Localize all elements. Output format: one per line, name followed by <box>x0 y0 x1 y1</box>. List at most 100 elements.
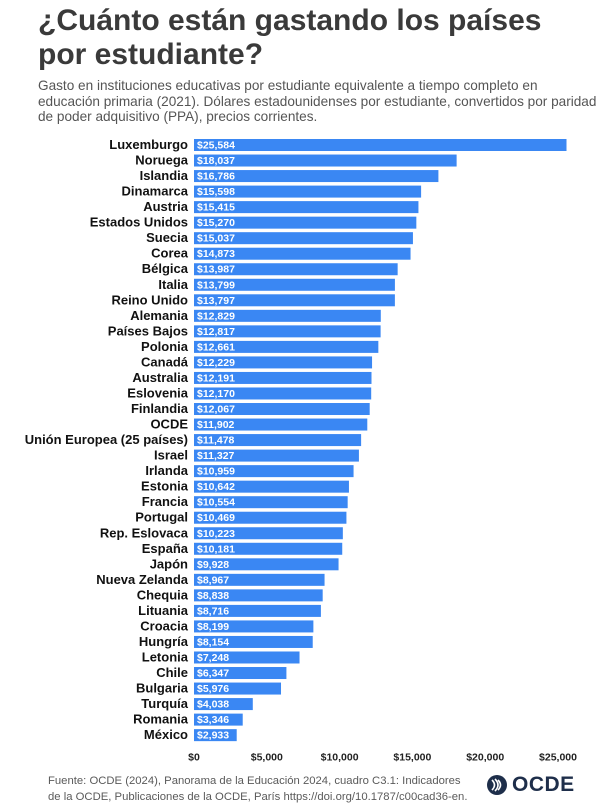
category-label: Romania <box>133 712 189 727</box>
bar <box>194 511 347 524</box>
value-label: $9,928 <box>197 559 229 571</box>
bar <box>194 371 372 384</box>
value-label: $3,346 <box>197 714 229 726</box>
bar <box>194 682 282 695</box>
bar <box>194 232 413 245</box>
bar-chart: Luxemburgo $25,584 Noruega $18,037 Islandia $… <box>25 137 577 764</box>
bar <box>194 573 325 586</box>
value-label: $13,799 <box>197 279 235 291</box>
value-label: $5,976 <box>197 683 229 695</box>
category-label: Nueva Zelanda <box>96 572 189 587</box>
bar <box>194 713 243 726</box>
x-tick-label: $5,000 <box>251 752 283 764</box>
bar <box>194 558 339 571</box>
category-label: Israel <box>154 448 188 463</box>
value-label: $12,191 <box>197 372 235 384</box>
value-label: $10,642 <box>197 481 235 493</box>
value-label: $8,716 <box>197 605 229 617</box>
bar <box>194 480 349 493</box>
oecd-logo-icon <box>487 775 507 795</box>
category-label: Eslovenia <box>127 385 188 400</box>
value-label: $11,327 <box>197 450 235 462</box>
category-label: Corea <box>151 246 189 261</box>
value-label: $10,554 <box>197 497 235 509</box>
value-label: $7,248 <box>197 652 229 664</box>
x-tick-label: $0 <box>188 752 200 764</box>
category-label: Noruega <box>135 153 189 168</box>
value-label: $8,967 <box>197 574 229 586</box>
bar <box>194 620 314 633</box>
category-label: Japón <box>150 556 188 571</box>
value-label: $4,038 <box>197 699 229 711</box>
oecd-logo-text: OCDE <box>512 773 575 796</box>
value-label: $10,959 <box>197 466 235 478</box>
category-label: Estados Unidos <box>90 215 188 230</box>
bar <box>194 356 373 369</box>
chart-subtitle: Gasto en instituciones educativas por es… <box>38 78 597 124</box>
value-label: $12,170 <box>197 388 235 400</box>
category-label: Islandia <box>140 168 189 183</box>
category-label: Canadá <box>141 354 189 369</box>
value-label: $11,902 <box>197 419 235 431</box>
value-label: $12,661 <box>197 341 235 353</box>
bar <box>194 465 354 478</box>
bar <box>194 387 372 400</box>
value-label: $15,037 <box>197 233 235 245</box>
bar <box>194 604 321 617</box>
x-tick-label: $25,000 <box>539 752 577 764</box>
value-label: $25,584 <box>197 140 235 152</box>
value-label: $12,817 <box>197 326 235 338</box>
x-tick-label: $10,000 <box>321 752 359 764</box>
bar <box>194 418 368 431</box>
category-label: Croacia <box>140 618 188 633</box>
category-label: Chile <box>156 665 188 680</box>
value-label: $11,478 <box>197 435 235 447</box>
category-label: Francia <box>142 494 189 509</box>
bar <box>194 309 381 322</box>
value-label: $12,067 <box>197 404 235 416</box>
category-label: Bulgaria <box>136 681 189 696</box>
value-label: $10,223 <box>197 528 235 540</box>
bar <box>194 527 343 540</box>
bar <box>194 635 313 648</box>
value-label: $15,270 <box>197 217 235 229</box>
value-label: $2,933 <box>197 730 229 742</box>
category-label: Rep. Eslovaca <box>100 525 189 540</box>
category-label: Chequia <box>137 587 189 602</box>
value-label: $10,181 <box>197 543 235 555</box>
value-label: $8,199 <box>197 621 229 633</box>
bar <box>194 542 343 555</box>
x-tick-label: $15,000 <box>393 752 431 764</box>
category-label: Portugal <box>135 510 188 525</box>
bar <box>194 185 422 198</box>
bar <box>194 247 411 260</box>
category-label: Hungría <box>139 634 189 649</box>
bar <box>194 651 300 664</box>
value-label: $13,797 <box>197 295 235 307</box>
category-label: Turquía <box>141 696 188 711</box>
value-label: $8,838 <box>197 590 229 602</box>
chart-title: ¿Cuánto están gastando los países por es… <box>38 4 542 71</box>
category-label: Irlanda <box>145 463 188 478</box>
bar <box>194 294 395 307</box>
bar <box>194 403 370 416</box>
bar <box>194 201 419 214</box>
category-label: Luxemburgo <box>109 137 188 152</box>
bar <box>194 216 417 229</box>
category-label: Italia <box>158 277 188 292</box>
bar <box>194 589 323 602</box>
value-label: $15,598 <box>197 186 235 198</box>
category-label: Austria <box>143 199 189 214</box>
category-label: Países Bajos <box>108 323 188 338</box>
value-label: $8,154 <box>197 636 229 648</box>
category-label: Estonia <box>141 479 189 494</box>
value-label: $14,873 <box>197 248 235 260</box>
bar <box>194 278 395 291</box>
bar <box>194 154 457 167</box>
bar <box>194 325 381 338</box>
category-label: Reino Unido <box>111 292 188 307</box>
category-label: Unión Europea (25 países) <box>25 432 188 447</box>
value-label: $18,037 <box>197 155 235 167</box>
value-label: $12,829 <box>197 310 235 322</box>
x-tick-label: $20,000 <box>466 752 504 764</box>
